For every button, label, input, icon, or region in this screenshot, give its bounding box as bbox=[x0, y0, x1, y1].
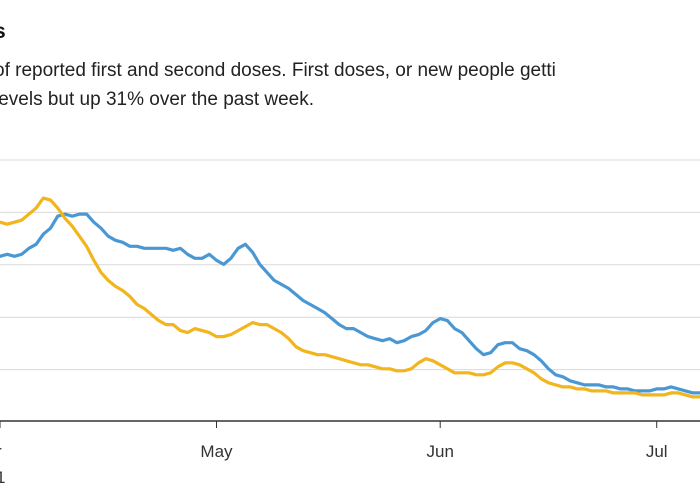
x-axis-sublabel: 1 bbox=[0, 468, 5, 487]
chart-subtitle: of reported first and second doses. Firs… bbox=[0, 56, 700, 114]
subtitle-line-1: of reported first and second doses. Firs… bbox=[0, 60, 556, 81]
x-tick-label: Jun bbox=[426, 442, 453, 461]
subtitle-line-2: levels but up 31% over the past week. bbox=[0, 89, 315, 110]
x-tick-label: May bbox=[200, 442, 233, 461]
x-tick-label: Jul bbox=[646, 442, 668, 461]
series-line-2 bbox=[0, 196, 700, 399]
series-lines bbox=[0, 196, 700, 399]
chart-title: s bbox=[0, 20, 6, 44]
series-line-1 bbox=[0, 212, 700, 395]
gridlines bbox=[0, 159, 700, 422]
x-tick-label: r bbox=[0, 442, 2, 461]
x-axis: r May Jun Jul 1 bbox=[0, 421, 668, 487]
